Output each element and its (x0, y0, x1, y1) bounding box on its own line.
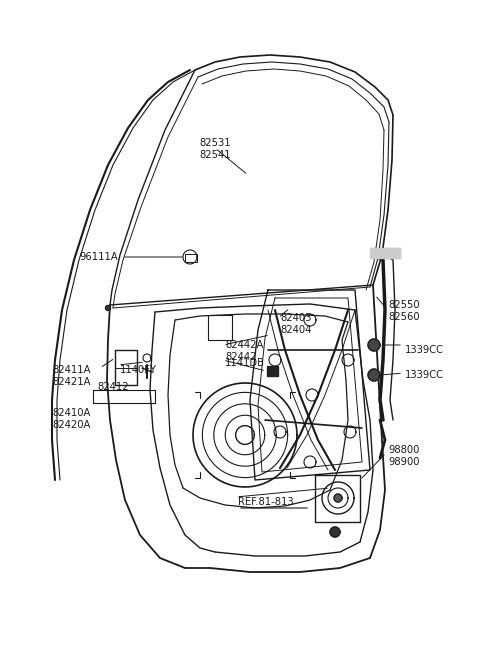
Text: 82550
82560: 82550 82560 (388, 300, 420, 322)
Polygon shape (106, 305, 110, 310)
Text: 82411A
82421A: 82411A 82421A (52, 365, 91, 386)
Polygon shape (368, 369, 380, 381)
Text: REF.81-813: REF.81-813 (238, 497, 294, 507)
Text: 82412: 82412 (97, 382, 129, 392)
Text: 98800
98900: 98800 98900 (388, 445, 420, 466)
Polygon shape (368, 339, 380, 351)
Polygon shape (330, 527, 340, 537)
Text: 1140FY: 1140FY (120, 365, 157, 375)
Text: 1141DB: 1141DB (225, 358, 265, 368)
Text: 82442A
82442: 82442A 82442 (225, 340, 264, 362)
Polygon shape (370, 248, 400, 258)
Text: 96111A: 96111A (79, 252, 118, 262)
Polygon shape (267, 366, 278, 376)
Text: 82531
82541: 82531 82541 (199, 138, 231, 160)
Text: 82410A
82420A: 82410A 82420A (52, 408, 90, 430)
Text: 1339CC: 1339CC (405, 370, 444, 380)
Text: 82403
82404: 82403 82404 (280, 313, 312, 335)
Text: 1339CC: 1339CC (405, 345, 444, 355)
Polygon shape (334, 494, 342, 502)
